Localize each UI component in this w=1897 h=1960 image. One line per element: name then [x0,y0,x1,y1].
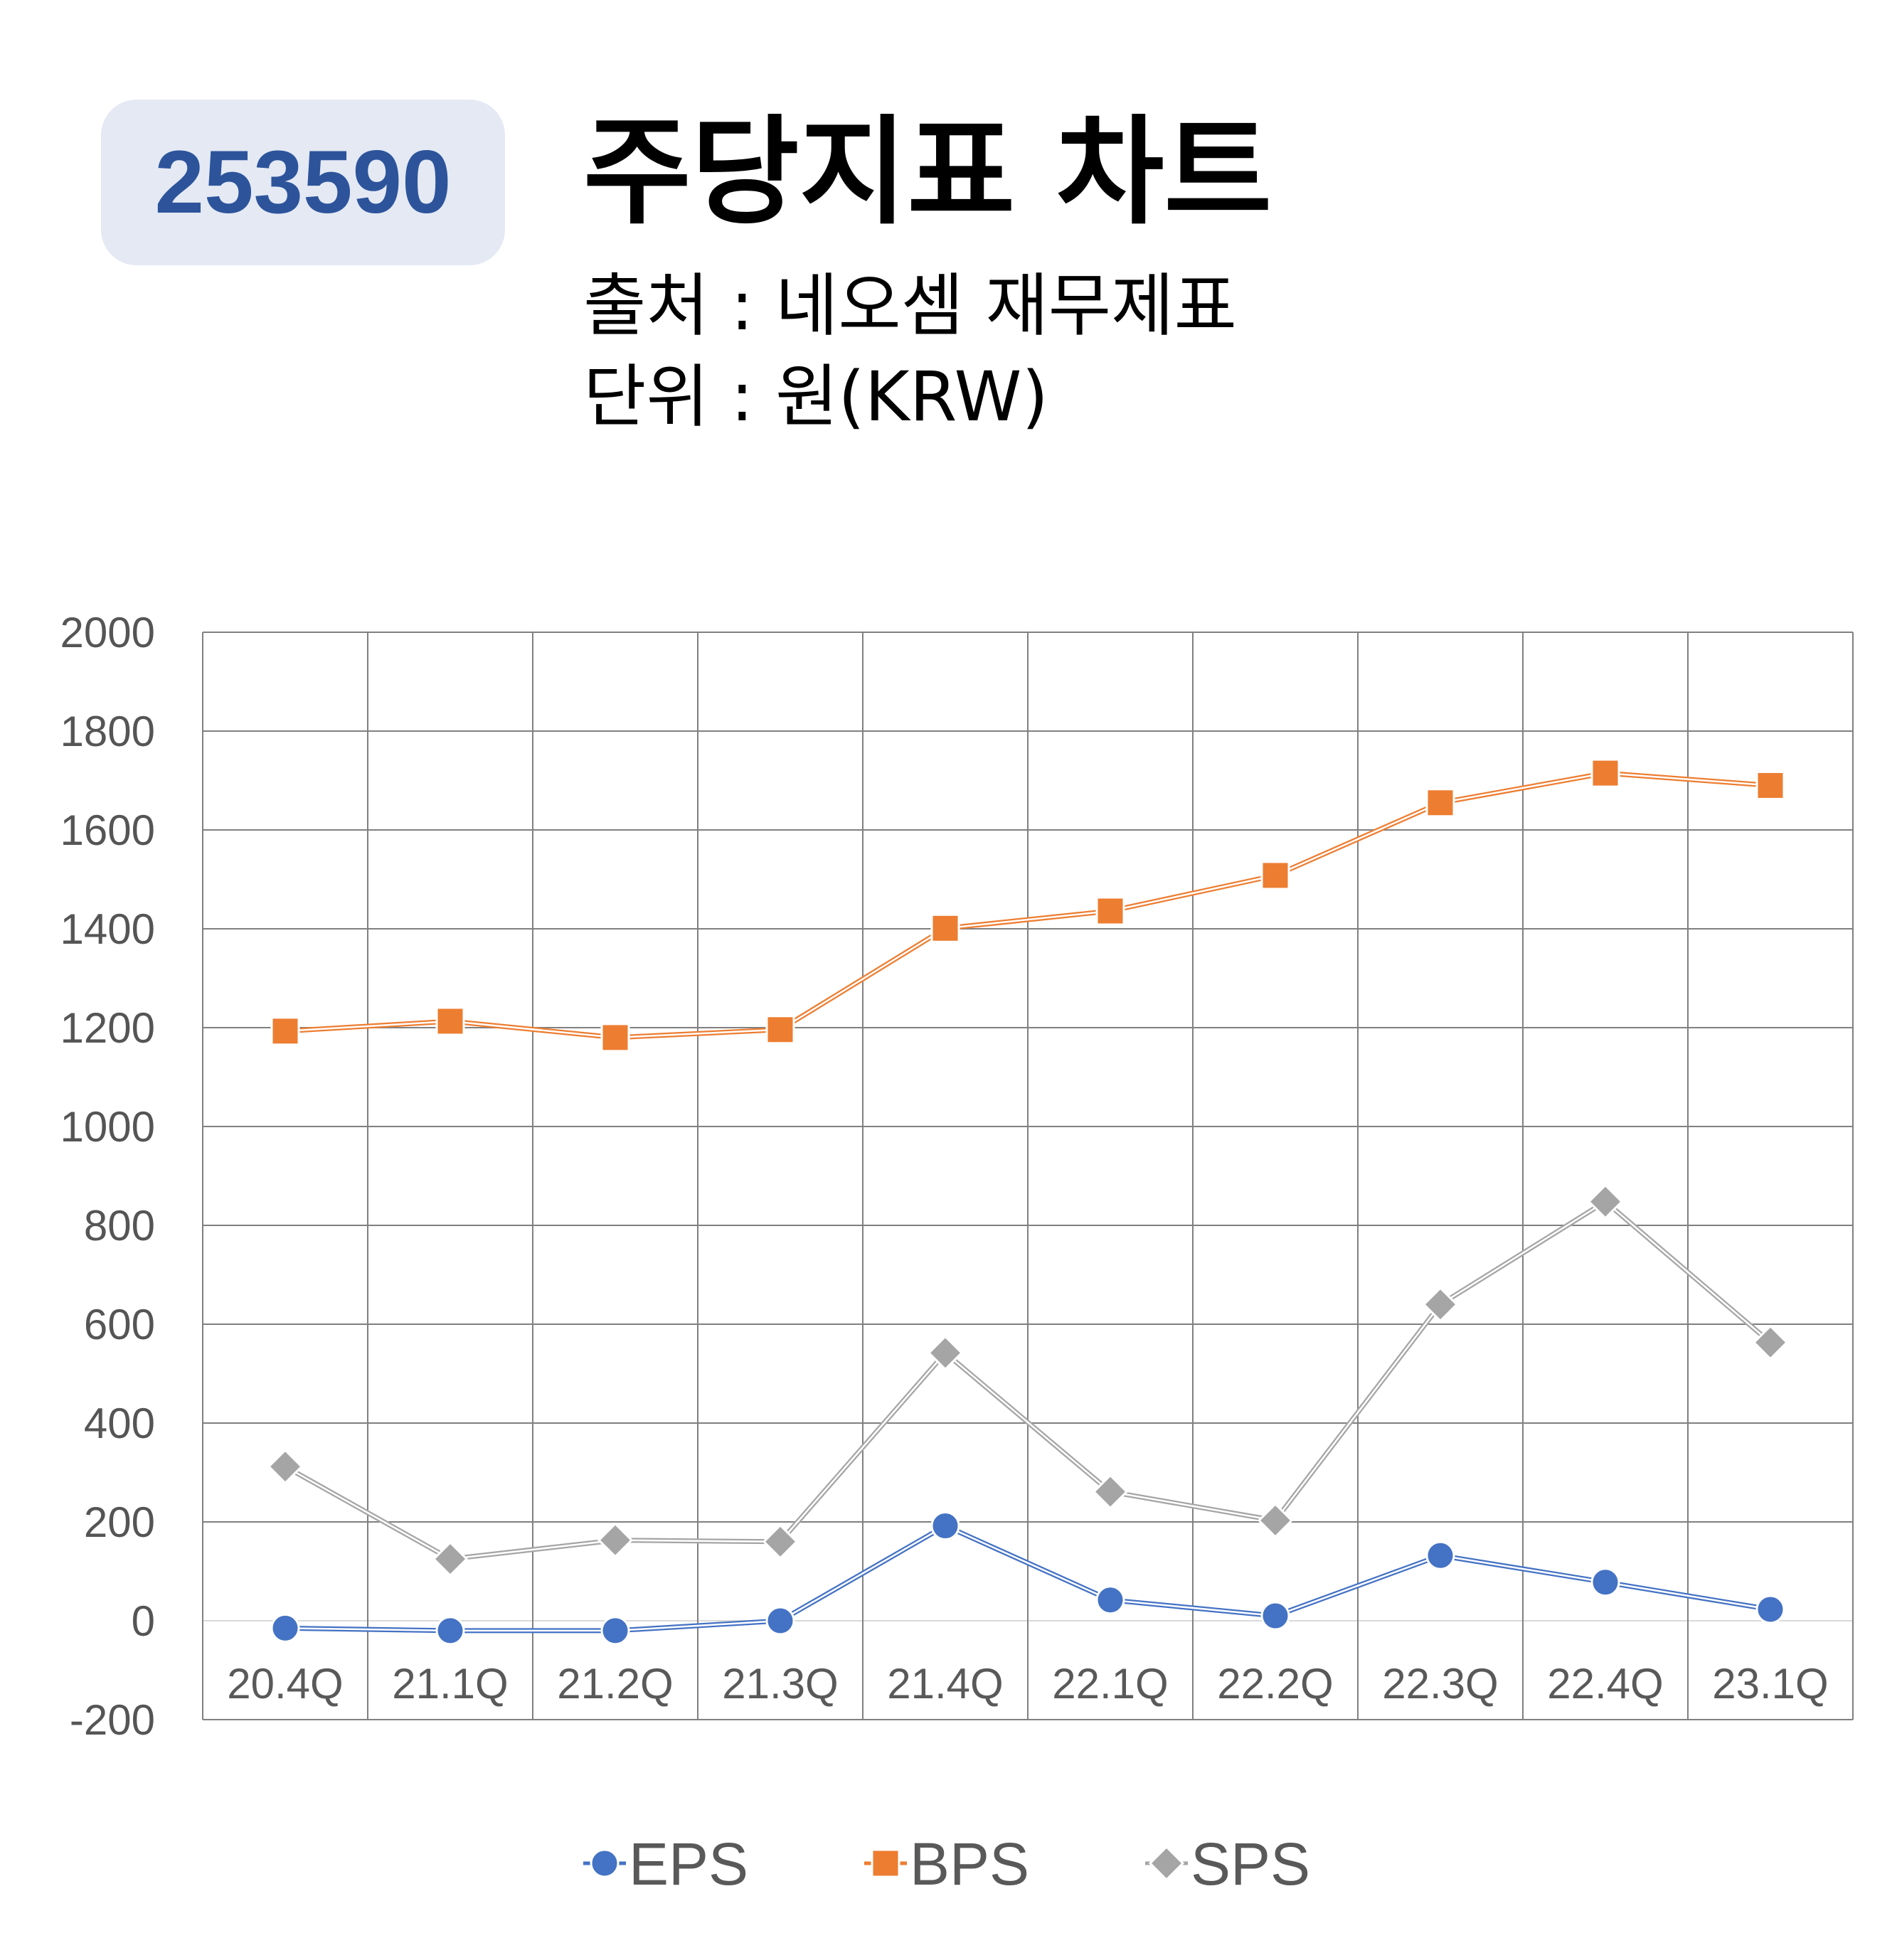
data-point-sps [1752,1324,1789,1360]
y-axis-ticks: 2000180016001400120010008006004002000-20… [60,609,155,1744]
series-line-sps-inner [285,1200,1771,1560]
data-point-eps [270,1613,300,1643]
data-point-bps [1260,861,1290,890]
data-point-eps [1590,1567,1620,1597]
data-point-bps [435,1006,465,1036]
data-point-bps [600,1023,630,1053]
data-point-sps [927,1335,964,1371]
x-tick-label: 22.3Q [1382,1660,1498,1708]
y-tick-label: 1000 [60,1103,155,1151]
x-tick-label: 21.1Q [392,1660,508,1708]
legend: EPS BPS SPS [583,1831,1310,1897]
data-point-bps [1755,770,1785,800]
x-tick-label: 20.4Q [227,1660,343,1708]
x-tick-label: 22.1Q [1052,1660,1168,1708]
data-point-eps [435,1616,465,1646]
legend-label-bps: BPS [910,1831,1029,1897]
x-tick-label: 21.4Q [887,1660,1003,1708]
x-tick-label: 22.4Q [1547,1660,1663,1708]
y-tick-label: 400 [84,1400,155,1447]
data-point-bps [930,913,960,943]
series-markers [267,758,1789,1646]
series-line-eps-inner [285,1525,1771,1632]
chart-title: 주당지표 차트 [583,104,1272,240]
data-point-bps [270,1016,300,1046]
y-tick-label: -200 [70,1696,155,1744]
series-line-bps-inner [285,772,1771,1039]
y-tick-label: 200 [84,1498,155,1546]
data-point-sps [1587,1183,1624,1220]
data-point-eps [765,1606,795,1636]
legend-marker-eps [590,1848,620,1878]
legend-label-sps: SPS [1191,1831,1310,1897]
data-point-bps [1425,788,1455,818]
y-tick-label: 800 [84,1202,155,1250]
y-tick-label: 1400 [60,905,155,953]
series-lines [284,770,1773,1634]
data-point-eps [1260,1601,1290,1631]
ticker-badge: 253590 [101,100,505,265]
data-point-bps [1590,758,1620,788]
x-tick-label: 22.2Q [1217,1660,1333,1708]
data-point-eps [1095,1585,1125,1615]
y-tick-label: 1200 [60,1004,155,1052]
data-point-sps [597,1522,634,1558]
data-point-eps [930,1511,960,1541]
y-tick-label: 2000 [60,609,155,656]
legend-marker-sps [1148,1845,1185,1882]
x-tick-label: 21.2Q [557,1660,673,1708]
data-point-sps [762,1523,799,1560]
data-point-sps [1422,1287,1459,1323]
x-tick-label: 21.3Q [722,1660,838,1708]
unit-label: 단위 : 원(KRW) [583,357,1048,437]
data-point-sps [1257,1502,1294,1539]
y-tick-label: 600 [84,1301,155,1348]
legend-label-eps: EPS [629,1831,748,1897]
data-point-bps [1095,896,1125,926]
y-tick-label: 0 [132,1597,155,1645]
source-label: 출처 : 네오셈 재무제표 [583,266,1237,346]
data-point-eps [1755,1594,1785,1624]
data-point-sps [432,1541,469,1577]
data-point-bps [765,1015,795,1045]
x-tick-label: 23.1Q [1712,1660,1828,1708]
data-point-eps [600,1616,630,1646]
y-tick-label: 1800 [60,708,155,755]
legend-marker-bps [871,1848,900,1878]
x-axis-labels: 20.4Q 21.1Q 21.2Q 21.3Q 21.4Q 22.1Q 22.2Q 22.3Q… [227,1660,1828,1708]
data-point-sps [1092,1474,1129,1510]
data-point-eps [1425,1540,1455,1570]
grid-lines [202,632,1854,1720]
data-point-sps [267,1449,304,1485]
y-tick-label: 1600 [60,806,155,854]
